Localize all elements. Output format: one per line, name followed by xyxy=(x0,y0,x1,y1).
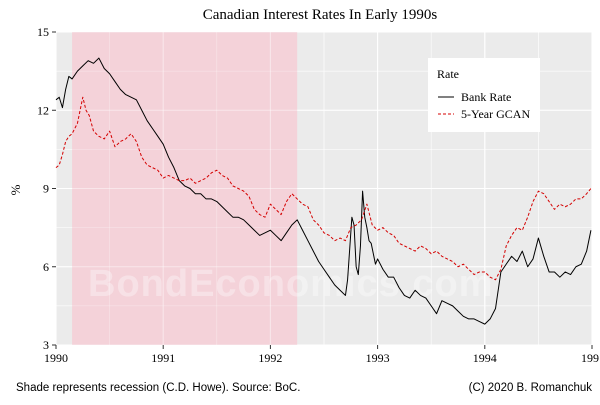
legend: Rate Bank Rate 5-Year GCAN xyxy=(428,58,540,132)
series-lines xyxy=(55,57,592,325)
chart-title: Canadian Interest Rates In Early 1990s xyxy=(203,7,438,23)
legend-box xyxy=(428,58,540,132)
legend-label-bank-rate: Bank Rate xyxy=(461,90,511,104)
x-axis: 1990 1991 1992 1993 1994 199 xyxy=(44,345,599,365)
y-axis-label: % xyxy=(8,184,23,195)
series-line-5y-gcan xyxy=(55,96,592,281)
y-tick-label: 12 xyxy=(37,103,49,117)
x-tick-label: 199 xyxy=(581,351,599,365)
watermark-text: BondEconomics.com xyxy=(88,263,494,305)
y-tick-label: 3 xyxy=(43,338,49,352)
x-tick-label: 1993 xyxy=(366,351,390,365)
y-tick-label: 9 xyxy=(43,182,49,196)
y-tick-label: 15 xyxy=(37,25,49,39)
footer-copyright: (C) 2020 B. Romanchuk xyxy=(469,382,593,394)
x-tick-label: 1990 xyxy=(44,351,68,365)
x-tick-label: 1991 xyxy=(151,351,175,365)
x-tick-label: 1992 xyxy=(258,351,282,365)
x-tick-label: 1994 xyxy=(473,351,497,365)
legend-label-5y-gcan: 5-Year GCAN xyxy=(461,107,530,121)
footer-source-note: Shade represents recession (C.D. Howe). … xyxy=(16,382,300,394)
y-tick-label: 6 xyxy=(43,260,49,274)
recession-shading xyxy=(72,32,298,345)
legend-title: Rate xyxy=(437,67,459,81)
grid-lines-over-shading xyxy=(55,31,593,346)
series-line-bank-rate xyxy=(55,57,592,325)
y-axis: 3 6 9 12 15 xyxy=(37,25,56,352)
